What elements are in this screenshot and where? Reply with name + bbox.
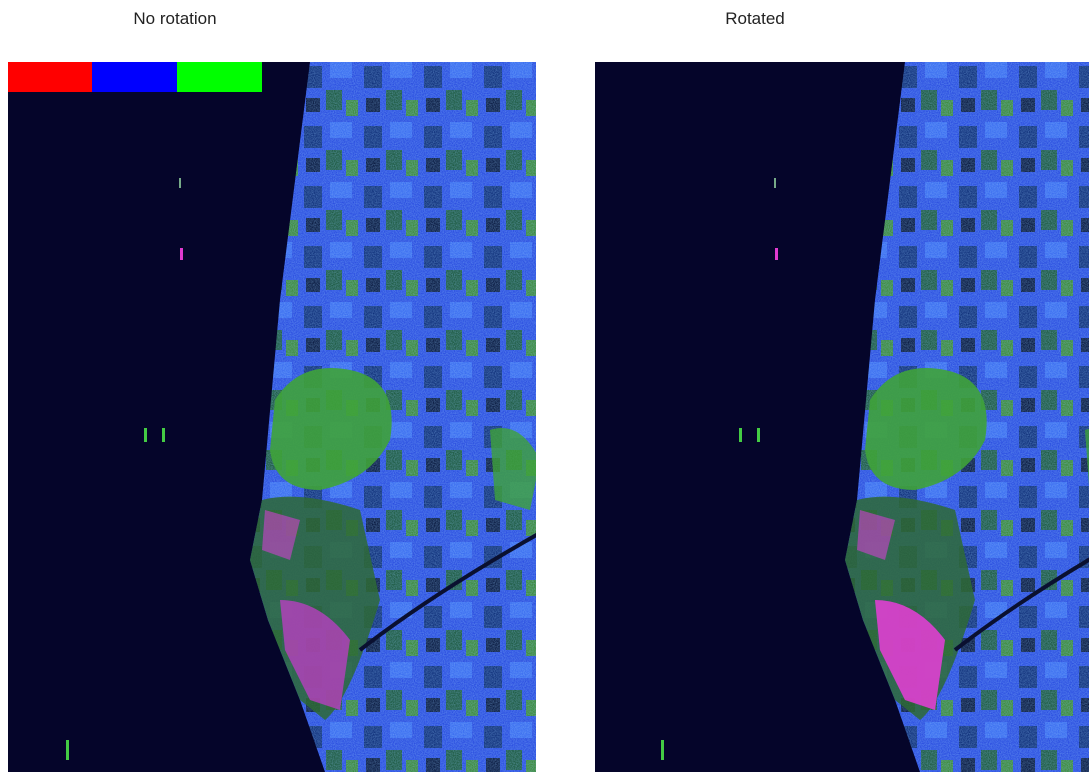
panel-title: Rotated [725,9,785,28]
image-right [595,62,1089,772]
page: No rotation Rotated (() => { const data … [0,0,1089,772]
image-left [0,62,600,772]
figure: No rotation Rotated [0,0,1089,772]
legend-swatch [8,62,92,92]
color-legend [8,62,262,92]
legend-swatch [177,62,262,92]
sar-image-rotated [595,62,1089,772]
legend-swatch [92,62,177,92]
sar-image [0,62,600,772]
sar-image [595,62,1089,772]
panel-title: No rotation [133,9,216,28]
